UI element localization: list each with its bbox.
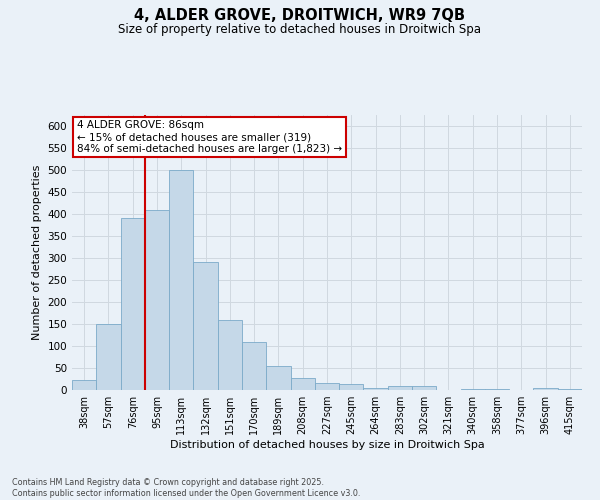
Bar <box>315 384 339 390</box>
Bar <box>266 366 290 390</box>
Text: 4 ALDER GROVE: 86sqm
← 15% of detached houses are smaller (319)
84% of semi-deta: 4 ALDER GROVE: 86sqm ← 15% of detached h… <box>77 120 342 154</box>
Y-axis label: Number of detached properties: Number of detached properties <box>32 165 42 340</box>
Bar <box>218 320 242 390</box>
Bar <box>388 386 412 390</box>
Bar <box>558 389 582 390</box>
Bar <box>121 218 145 390</box>
Text: Size of property relative to detached houses in Droitwich Spa: Size of property relative to detached ho… <box>119 22 482 36</box>
Bar <box>461 388 485 390</box>
Bar <box>72 380 96 390</box>
Bar <box>96 324 121 390</box>
Bar <box>364 388 388 390</box>
Bar <box>193 262 218 390</box>
Bar <box>485 389 509 390</box>
Bar <box>145 210 169 390</box>
Bar <box>533 388 558 390</box>
X-axis label: Distribution of detached houses by size in Droitwich Spa: Distribution of detached houses by size … <box>170 440 484 450</box>
Bar <box>412 386 436 390</box>
Bar <box>169 170 193 390</box>
Bar <box>339 384 364 390</box>
Text: 4, ALDER GROVE, DROITWICH, WR9 7QB: 4, ALDER GROVE, DROITWICH, WR9 7QB <box>134 8 466 22</box>
Bar <box>290 378 315 390</box>
Text: Contains HM Land Registry data © Crown copyright and database right 2025.
Contai: Contains HM Land Registry data © Crown c… <box>12 478 361 498</box>
Bar <box>242 342 266 390</box>
